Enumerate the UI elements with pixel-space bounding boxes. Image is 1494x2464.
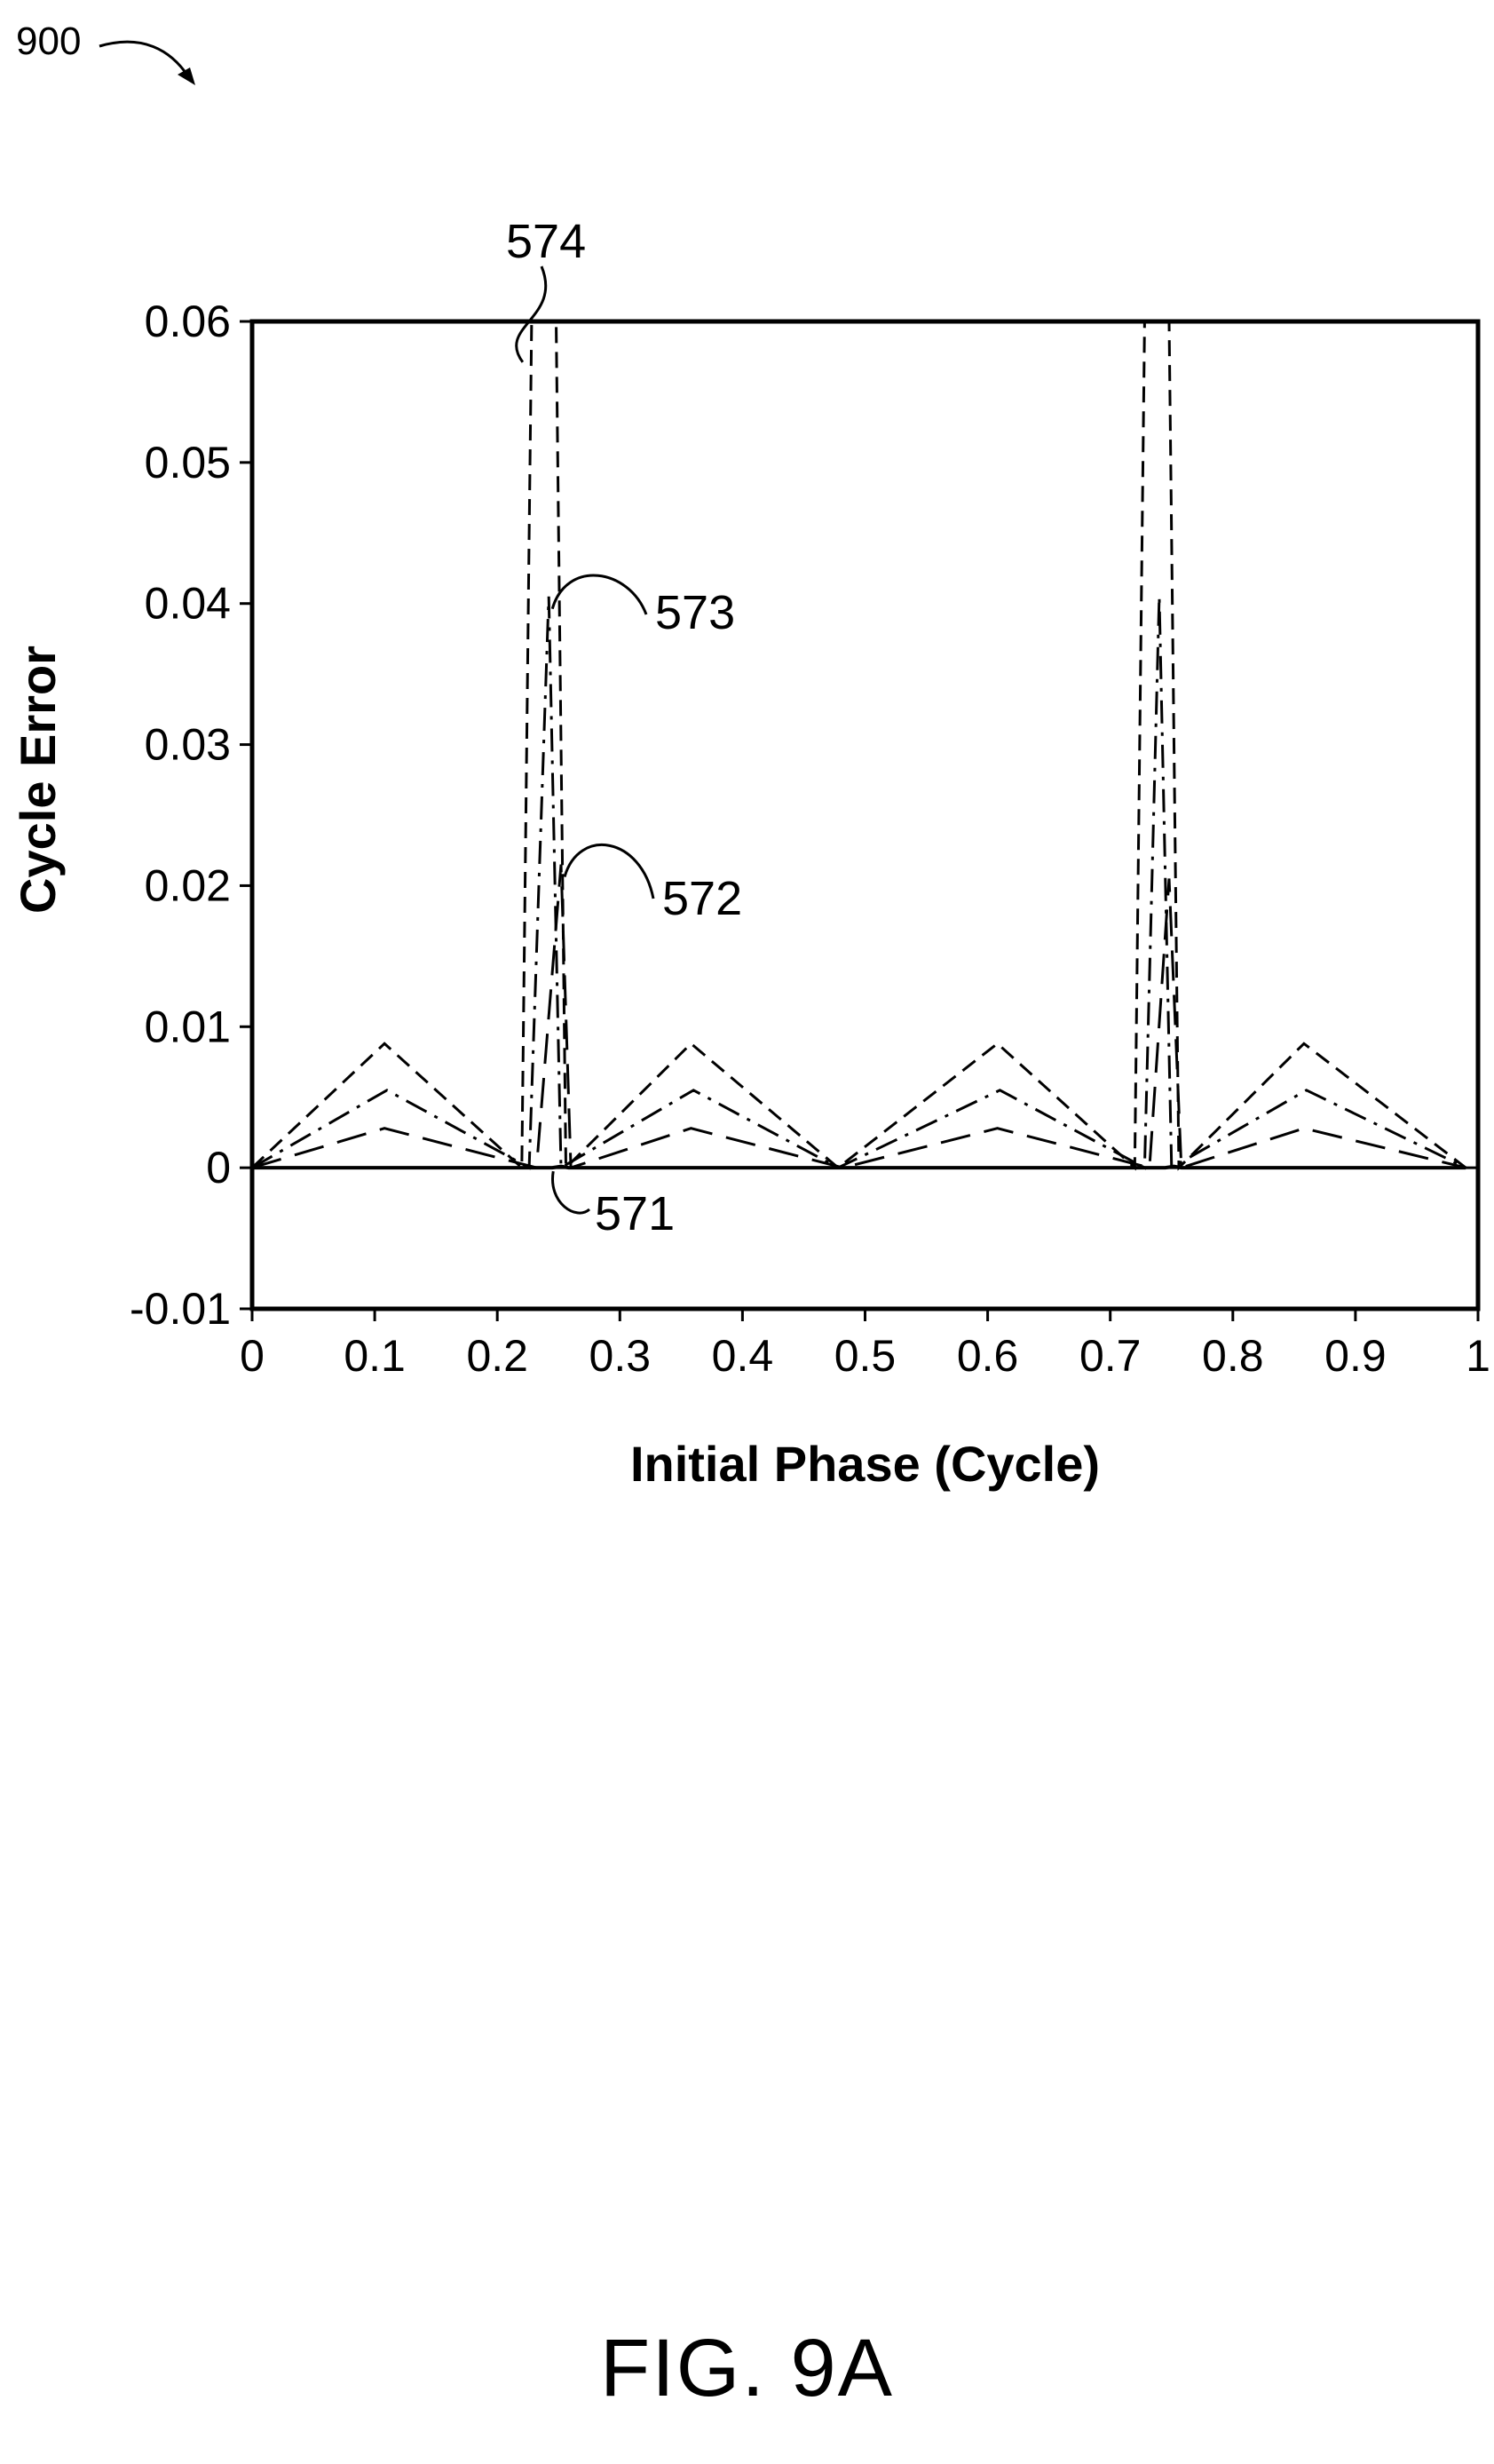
annotation-label-574: 574 [506,215,586,268]
x-tick-label: 0.5 [834,1331,897,1381]
figure-reference-numeral: 900 [16,20,82,63]
annotation-leader-572 [563,844,655,899]
x-tick-label: 0 [240,1331,265,1381]
y-tick-label: 0.05 [145,438,231,487]
x-tick-label: 0.3 [589,1331,652,1381]
y-tick-label: 0.01 [145,1002,231,1051]
x-tick-label: 0.8 [1202,1331,1264,1381]
y-tick-label: 0.06 [145,297,231,346]
series-line-572 [251,864,1466,1170]
annotation-label-572: 572 [662,872,742,925]
figure-reference-arrowhead [178,67,195,85]
figure-reference-arrow [99,40,190,77]
annotation-label-571: 571 [595,1187,675,1240]
y-tick-label: -0.01 [130,1284,231,1334]
series-line-571 [252,1164,1466,1170]
x-tick-label: 0.1 [344,1331,406,1381]
x-tick-label: 0.6 [957,1331,1019,1381]
y-tick-label: 0.04 [145,579,231,629]
x-tick-label: 0.9 [1324,1331,1387,1381]
x-tick-label: 0.7 [1079,1331,1142,1381]
x-tick-label: 1 [1466,1331,1490,1381]
annotation-label-573: 573 [655,586,735,639]
x-axis-label: Initial Phase (Cycle) [630,1436,1100,1492]
y-tick-label: 0.02 [145,860,231,910]
x-tick-label: 0.4 [712,1331,774,1381]
figure-caption: FIG. 9A [600,2323,894,2413]
annotation-leader-574 [515,265,548,363]
series-line-573 [251,596,1466,1170]
x-tick-label: 0.2 [466,1331,528,1381]
annotation-leader-573 [550,574,648,615]
y-tick-label: 0 [206,1143,231,1192]
y-axis-label: Cycle Error [10,646,66,914]
y-tick-label: 0.03 [145,720,231,770]
series-line-574 [250,320,1467,1171]
annotation-leader-571 [551,1170,590,1215]
